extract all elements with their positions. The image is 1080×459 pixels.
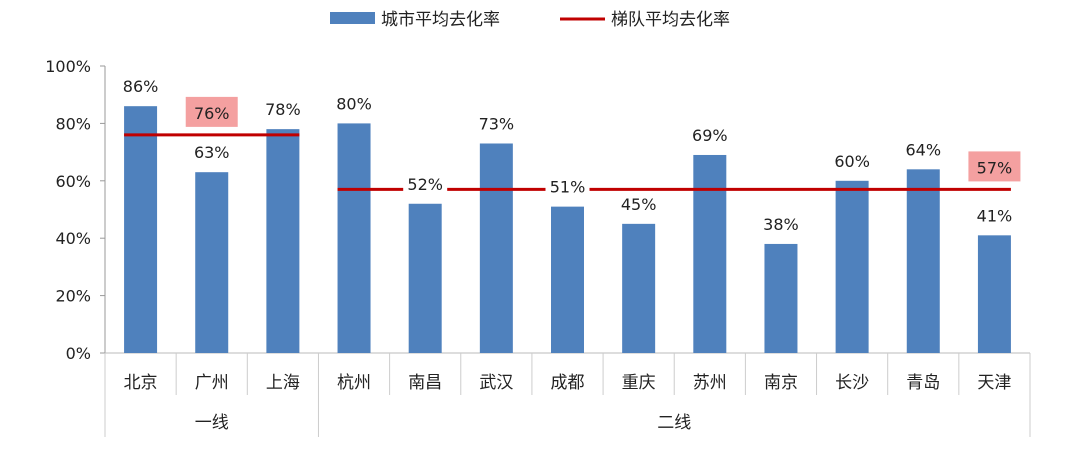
group-average-label-bg — [968, 151, 1021, 182]
data-label-bg — [616, 193, 661, 215]
data-label: 78% — [265, 100, 301, 119]
group-label: 二线 — [657, 413, 691, 433]
y-tick-label: 80% — [55, 114, 91, 133]
x-tick-label: 长沙 — [835, 373, 869, 393]
bar-天津 — [977, 235, 1011, 353]
x-tick-label: 武汉 — [479, 373, 513, 393]
data-label: 73% — [479, 114, 515, 133]
data-label: 86% — [123, 77, 159, 96]
data-label-bg — [118, 76, 163, 98]
data-label-bg — [972, 205, 1017, 227]
group-label: 一线 — [195, 413, 229, 433]
x-tick-label: 南昌 — [408, 373, 442, 393]
y-tick-label: 0% — [66, 344, 91, 363]
data-label: 41% — [977, 206, 1013, 225]
y-tick-label: 60% — [55, 172, 91, 191]
data-label: 38% — [763, 215, 799, 234]
data-label-bg — [758, 213, 803, 235]
bar-南京 — [764, 243, 798, 353]
data-label-bg — [901, 139, 946, 161]
y-tick-label: 100% — [45, 57, 91, 76]
bar-上海 — [266, 129, 300, 353]
bar-广州 — [195, 172, 229, 353]
data-label-bg — [830, 150, 875, 172]
data-label-bg — [403, 173, 448, 195]
bar-北京 — [124, 106, 158, 354]
bar-重庆 — [622, 223, 656, 353]
data-label: 64% — [905, 140, 941, 159]
data-label: 69% — [692, 126, 728, 145]
data-label-bg — [189, 142, 234, 164]
x-tick-label: 成都 — [551, 373, 585, 393]
x-tick-label: 南京 — [764, 373, 798, 393]
x-tick-label: 广州 — [195, 373, 229, 393]
data-label: 80% — [336, 94, 372, 113]
data-label: 51% — [550, 178, 586, 197]
bar-青岛 — [906, 169, 940, 353]
x-tick-label: 杭州 — [337, 373, 371, 393]
bar-成都 — [551, 206, 584, 353]
group-average-label-bg — [185, 96, 238, 127]
x-tick-label: 北京 — [124, 373, 158, 393]
x-tick-label: 青岛 — [906, 373, 940, 393]
legend-label-bar: 城市平均去化率 — [381, 10, 500, 30]
legend-swatch-bar — [330, 12, 375, 24]
data-label-bg — [687, 124, 732, 146]
group-average-label: 57% — [977, 158, 1013, 177]
data-label-bg — [332, 93, 377, 115]
data-label: 60% — [834, 152, 870, 171]
bar-南昌 — [408, 203, 442, 353]
data-label: 52% — [407, 175, 443, 194]
data-label: 45% — [621, 195, 657, 214]
x-tick-label: 重庆 — [622, 373, 656, 393]
data-label-bg — [474, 113, 519, 135]
x-tick-label: 上海 — [266, 373, 300, 393]
bar-长沙 — [835, 180, 869, 353]
data-label-bg — [260, 99, 305, 121]
data-label: 63% — [194, 143, 230, 162]
y-tick-label: 20% — [55, 287, 91, 306]
x-tick-label: 苏州 — [693, 373, 727, 393]
bar-苏州 — [693, 154, 727, 353]
data-label-bg — [545, 176, 590, 198]
bar-杭州 — [337, 123, 371, 354]
x-tick-label: 天津 — [977, 373, 1011, 393]
legend-label-line: 梯队平均去化率 — [611, 10, 730, 30]
bar-武汉 — [479, 143, 513, 353]
legend: 城市平均去化率 梯队平均去化率 — [330, 10, 730, 30]
y-tick-label: 40% — [55, 229, 91, 248]
group-average-label: 76% — [194, 104, 230, 123]
